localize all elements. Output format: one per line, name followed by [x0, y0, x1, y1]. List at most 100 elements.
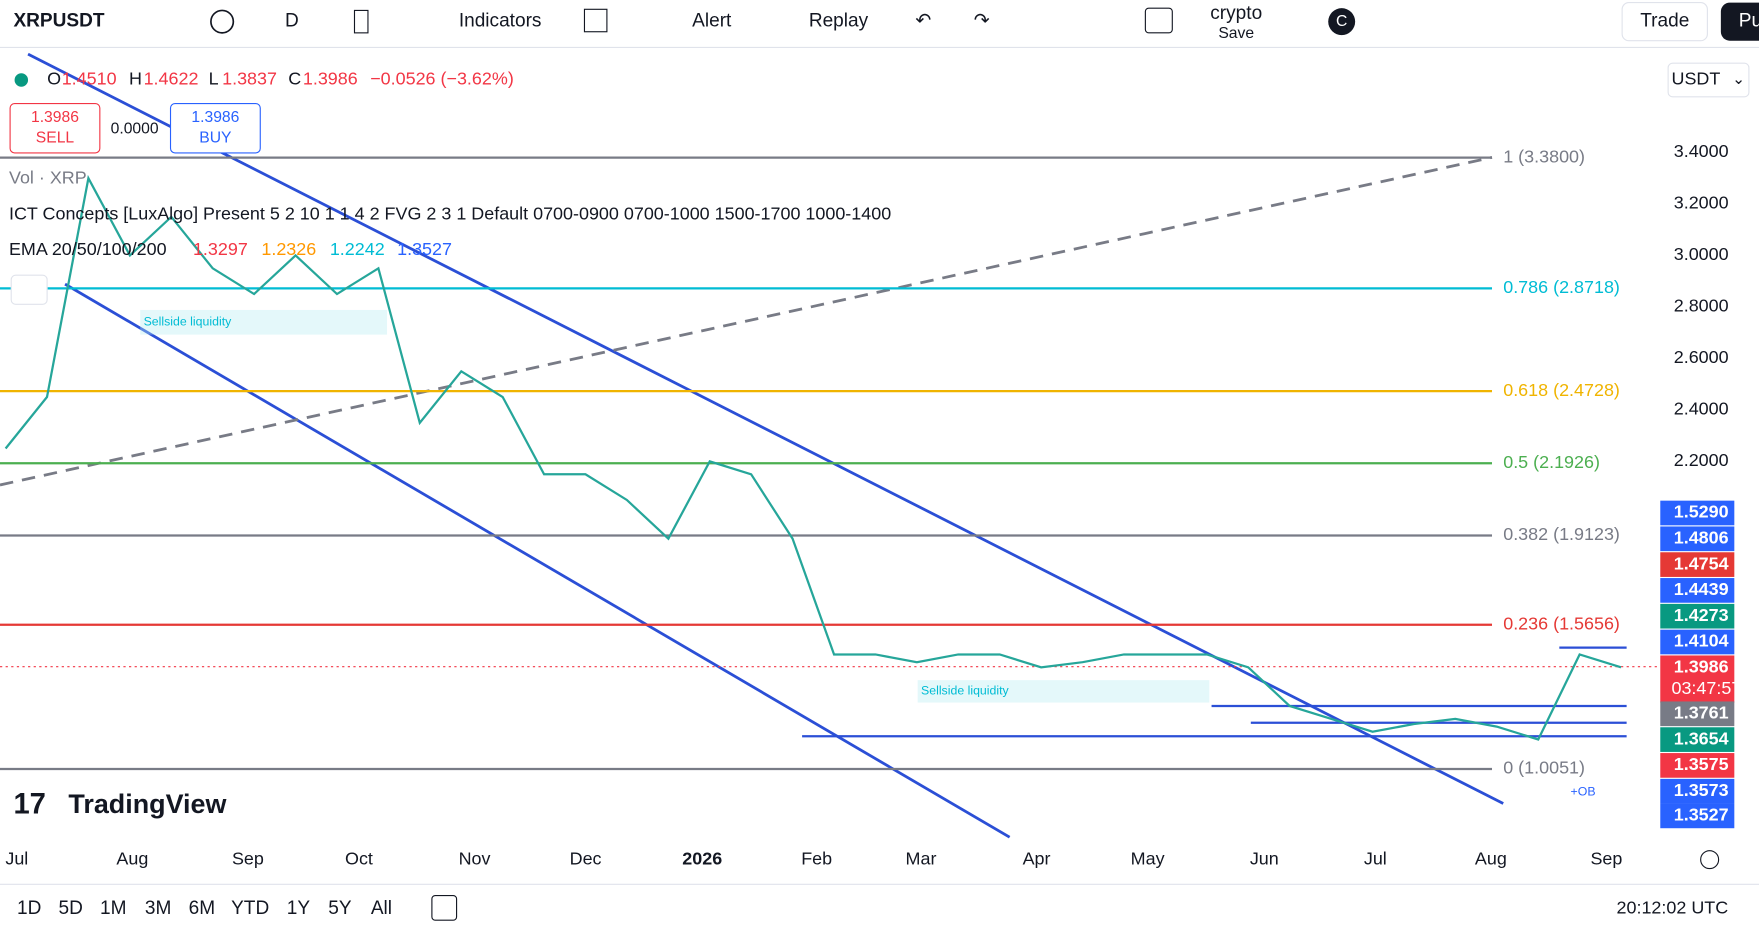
chart-type[interactable]	[353, 9, 369, 34]
range-button[interactable]: YTD	[231, 898, 269, 919]
clock: 20:12:02 UTC	[1617, 898, 1729, 918]
range-button[interactable]: 5D	[58, 898, 82, 919]
time-tick: Jul	[5, 848, 28, 868]
price-tag-bg	[1660, 603, 1735, 629]
price-tag: 1.3986	[1674, 657, 1729, 677]
range-button[interactable]: 6M	[189, 898, 215, 919]
liquidity-zone	[140, 309, 388, 335]
trade[interactable]: Trade	[1640, 11, 1689, 32]
price-tick: 2.6000	[1674, 347, 1729, 367]
brand: TradingView	[68, 789, 226, 819]
time-tick: Aug	[1475, 848, 1507, 868]
undo[interactable]: ↶	[915, 11, 931, 32]
avatar[interactable]: C	[1336, 13, 1347, 30]
symbol[interactable]: XRPUSDT	[13, 11, 104, 32]
price-tag-bg	[1660, 655, 1735, 703]
save[interactable]: Save	[1218, 25, 1254, 42]
avatar-bg[interactable]	[1328, 8, 1356, 36]
range-button[interactable]: 1D	[17, 898, 41, 919]
time-tick: 2026	[682, 848, 722, 868]
buy-label[interactable]: BUY	[199, 129, 232, 146]
fib-label: 0.236 (1.5656)	[1503, 613, 1620, 633]
publish-button[interactable]	[1720, 2, 1759, 41]
sell-price[interactable]: 1.3986	[31, 109, 79, 126]
price-tag: 1.4754	[1674, 553, 1729, 573]
alert[interactable]: Alert	[692, 11, 732, 32]
price-tag: 1.3573	[1674, 780, 1729, 800]
fib-label: 1 (3.3800)	[1503, 146, 1585, 166]
price-tag: 1.4806	[1674, 528, 1729, 548]
range-button[interactable]: 5Y	[328, 898, 352, 919]
replay[interactable]: Replay	[809, 11, 869, 32]
price-tag-bg	[1660, 803, 1735, 829]
range-button[interactable]: All	[371, 898, 392, 919]
currency[interactable]: USDT	[1671, 69, 1720, 89]
legend-value: 1.4622	[144, 69, 199, 89]
bottom-bar: 17 TradingView 20:12:02 UTC	[0, 788, 1759, 921]
time-tick: Nov	[459, 848, 491, 868]
legend-value: 1.3986	[303, 69, 358, 89]
currency-select[interactable]	[1667, 62, 1750, 98]
legend-change: −0.0526 (−3.62%)	[370, 69, 514, 89]
time-tick: May	[1131, 848, 1165, 868]
annotation: +OB	[1571, 785, 1596, 799]
collapse-button[interactable]	[10, 274, 48, 305]
interval[interactable]: D	[285, 11, 299, 32]
time-tick: Aug	[116, 848, 148, 868]
price-tag-bg	[1660, 500, 1735, 526]
publish[interactable]: Pu	[1739, 11, 1759, 32]
fib-label: 0.382 (1.9123)	[1503, 524, 1620, 544]
status-dot	[14, 73, 29, 87]
date-range[interactable]	[431, 894, 458, 921]
indicators[interactable]: Indicators	[459, 11, 542, 32]
price-tag: 1.3761	[1674, 703, 1729, 723]
buy-price[interactable]: 1.3986	[191, 109, 239, 126]
price-tick: 3.4000	[1674, 141, 1729, 161]
time-tick: Oct	[345, 848, 373, 868]
range-button[interactable]: 1Y	[287, 898, 311, 919]
layout-name[interactable]: crypto	[1210, 3, 1262, 24]
redo[interactable]: ↷	[974, 11, 990, 32]
chart-area: Sellside liquidity Sellside liquidity +O…	[0, 52, 1661, 839]
add-symbol[interactable]	[210, 9, 235, 34]
time-tick: Dec	[570, 848, 602, 868]
buy-button[interactable]	[169, 102, 261, 154]
dropdown[interactable]: ⌄	[1732, 71, 1745, 88]
annotation: Sellside liquidity	[144, 315, 233, 329]
price-tag: 1.3527	[1674, 805, 1729, 825]
price-tag-bg	[1660, 753, 1735, 778]
price-tag: 1.4439	[1674, 579, 1729, 599]
spread: 0.0000	[111, 120, 159, 137]
volume-label: Vol · XRP	[9, 167, 87, 187]
sell-button[interactable]	[9, 102, 101, 154]
price-axis: USDT ⌄	[1667, 62, 1750, 98]
channel-line	[64, 282, 1011, 839]
ema-value: 1.2326	[261, 239, 316, 259]
layout-icon[interactable]	[1144, 7, 1173, 34]
time-tick: Mar	[906, 848, 937, 868]
legend-value: 1.4510	[62, 69, 117, 89]
templates[interactable]	[583, 8, 608, 33]
channel-line	[27, 52, 1504, 805]
settings[interactable]	[1700, 850, 1720, 870]
price-tag-bg	[1660, 778, 1735, 804]
price-tag: 1.5290	[1674, 502, 1729, 522]
ema-value: 1.2242	[330, 239, 385, 259]
ema-value: 1.3297	[193, 239, 248, 259]
legend-label: C	[288, 69, 301, 89]
ema-value: 1.3527	[397, 239, 452, 259]
fib-label: 0 (1.0051)	[1503, 758, 1585, 778]
time-tick: Jul	[1364, 848, 1387, 868]
price-tag: 1.4104	[1674, 631, 1729, 651]
trade-button[interactable]	[1621, 2, 1708, 42]
price-tag-bg	[1660, 552, 1735, 577]
sell-label[interactable]: SELL	[36, 129, 75, 146]
price-tick: 3.2000	[1674, 193, 1729, 213]
range-button[interactable]: 3M	[145, 898, 171, 919]
range-button[interactable]: 1M	[100, 898, 126, 919]
trend-line	[0, 156, 1493, 487]
legend-label: L	[209, 69, 219, 89]
price-tag: 1.4273	[1674, 605, 1729, 625]
time-tick: Apr	[1023, 848, 1051, 868]
